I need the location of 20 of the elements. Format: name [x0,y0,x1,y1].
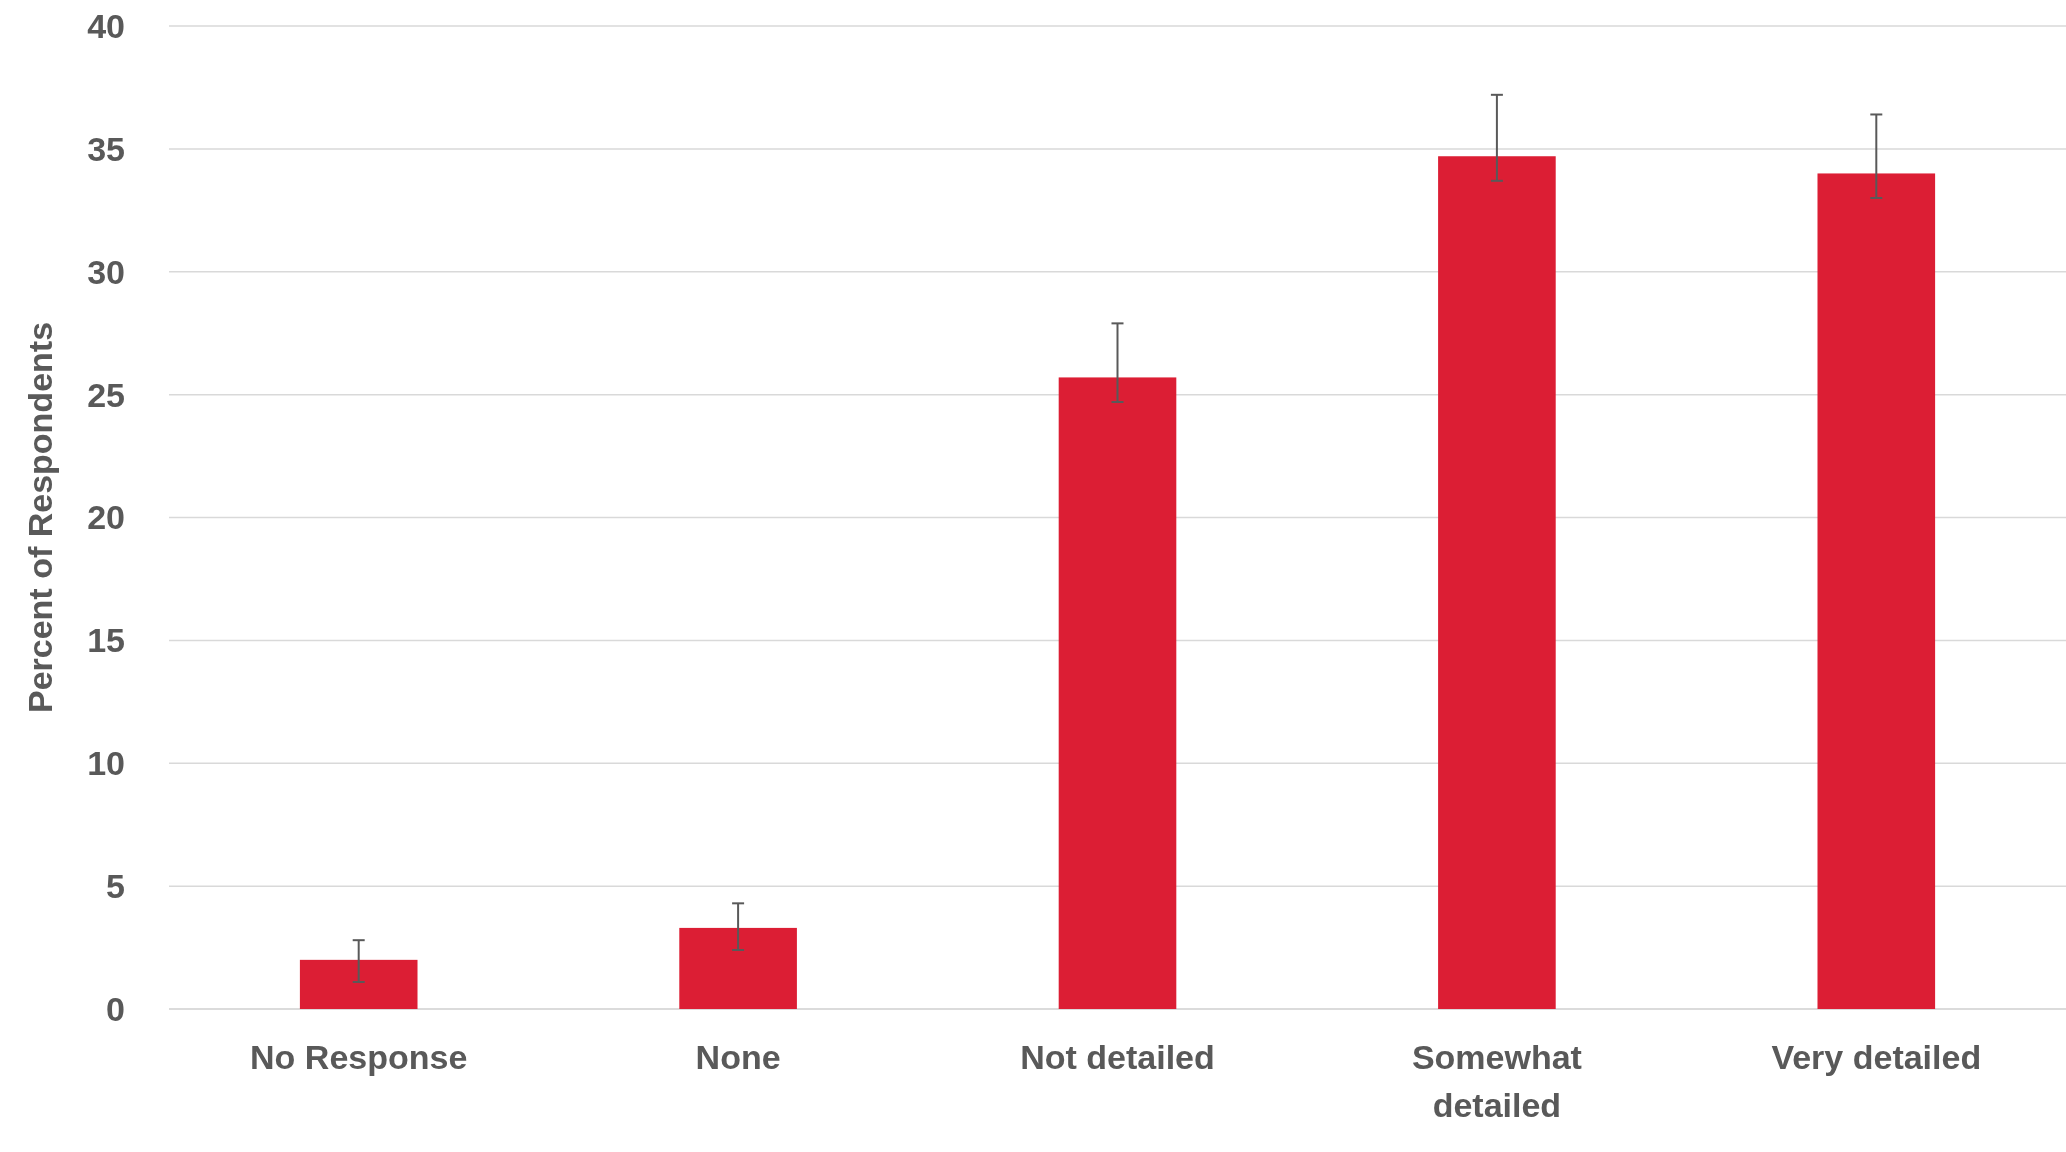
y-tick-label: 30 [87,252,125,291]
bar [1817,173,1936,1009]
x-tick-label: Somewhat detailed [1411,1038,1582,1124]
bar [299,959,418,1009]
bar [679,927,797,1009]
bar [1058,377,1177,1009]
x-tick-label: None [695,1038,781,1076]
bar [1438,156,1556,1009]
y-tick-label: 20 [87,498,125,537]
y-tick-label: 5 [106,867,125,906]
x-tick-label: Not detailed [1020,1038,1215,1076]
y-tick-label: 0 [106,989,125,1028]
y-tick-label: 15 [87,621,125,660]
y-tick-label: 25 [87,375,125,414]
y-axis-title: Percent of Respondents [21,321,59,714]
x-tick-label: Very detailed [1771,1038,1982,1076]
y-tick-label: 35 [87,129,125,168]
x-tick-label: No Response [250,1038,468,1076]
y-tick-label: 40 [87,6,125,45]
y-tick-label: 10 [87,744,125,783]
